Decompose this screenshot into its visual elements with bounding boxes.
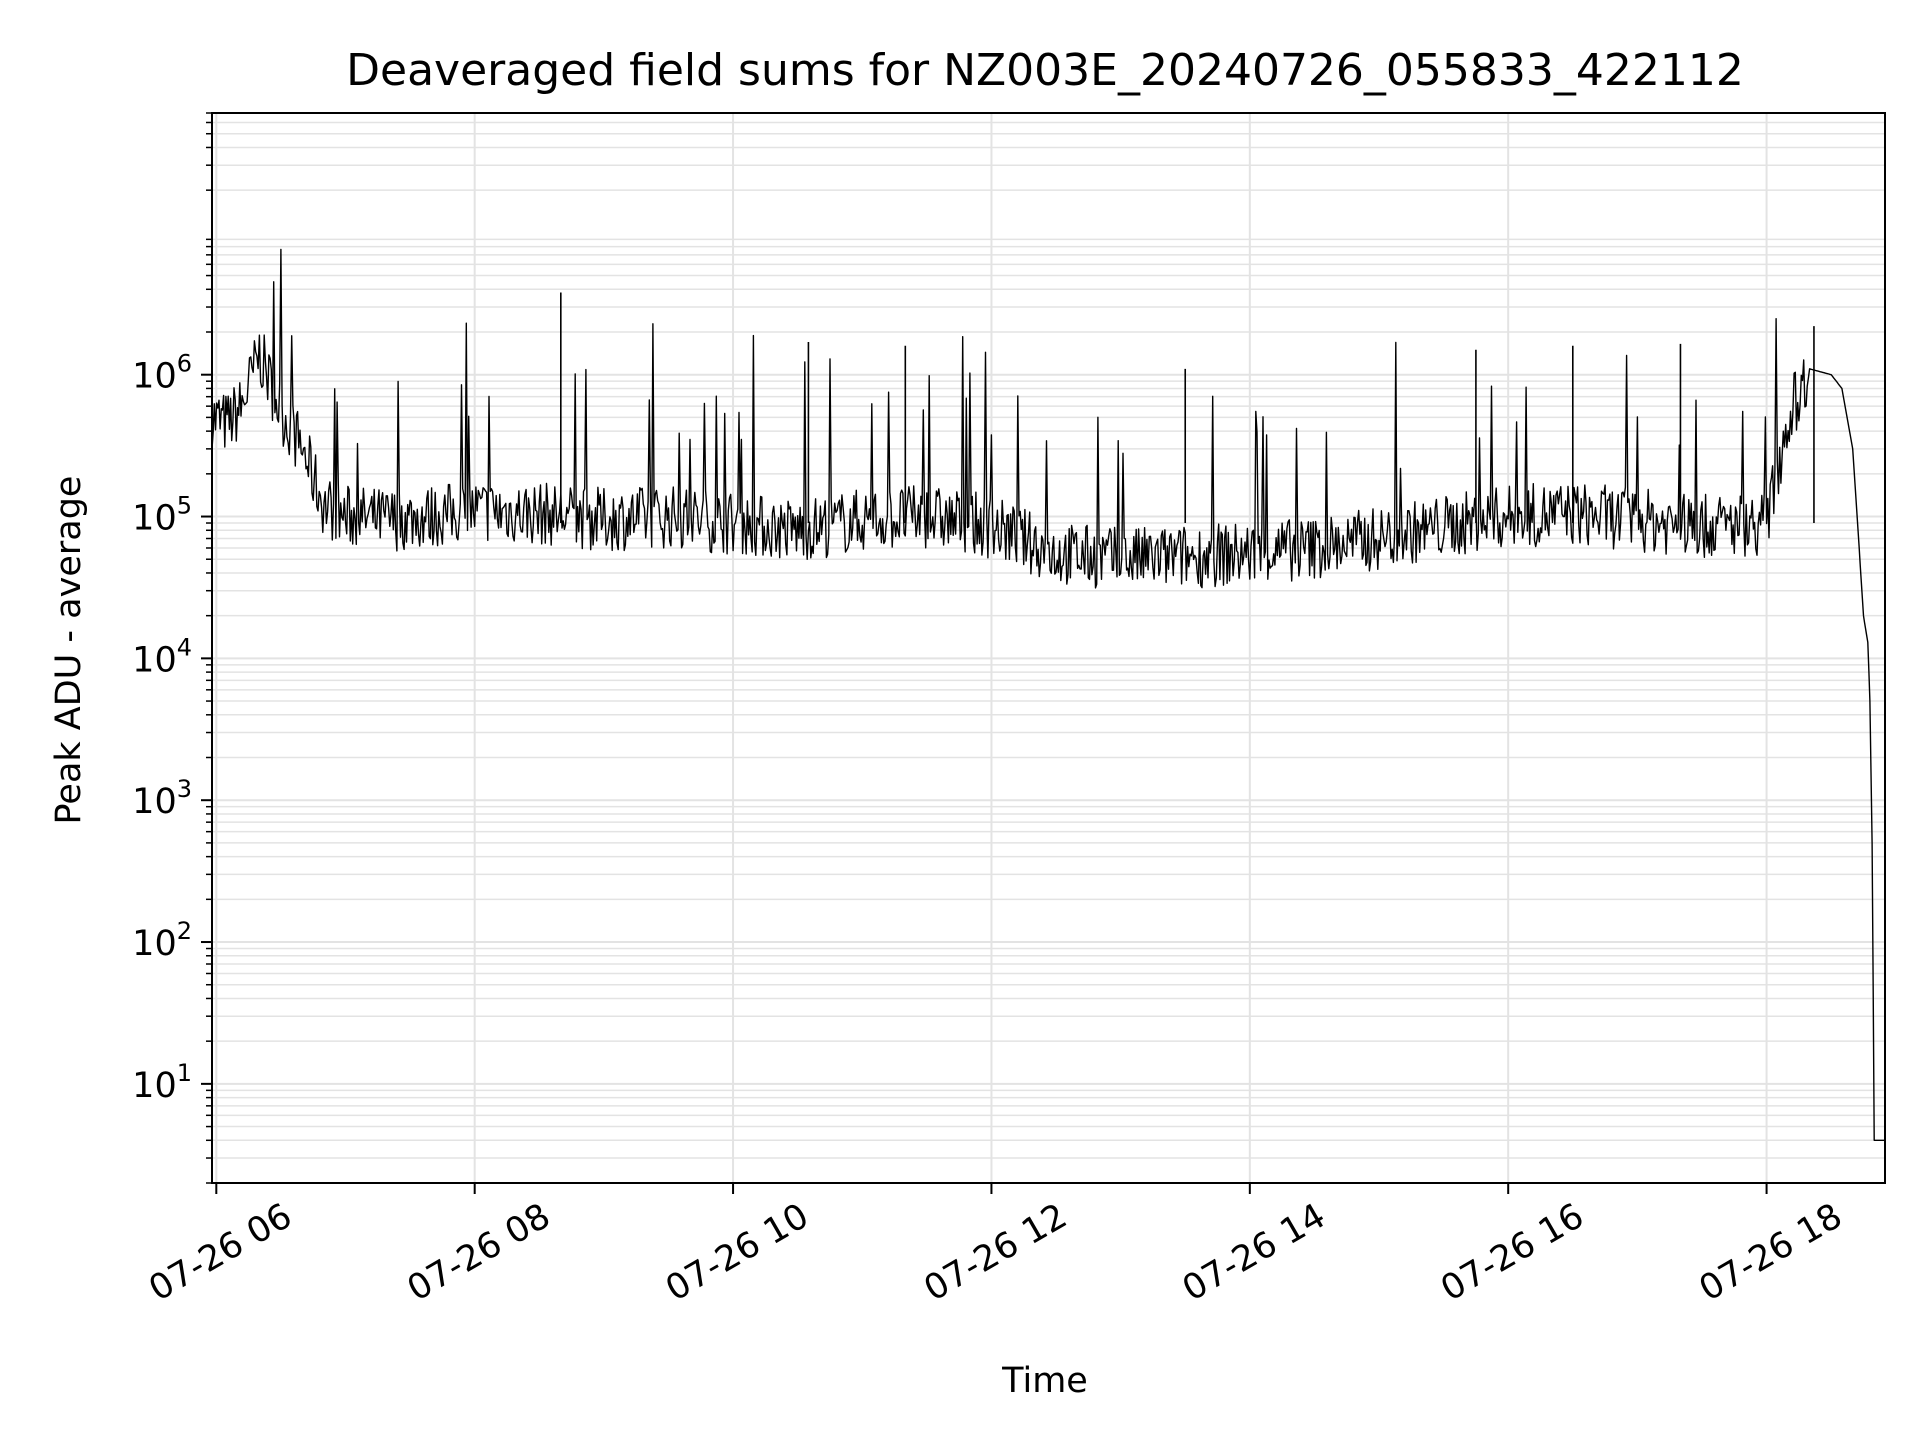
y-axis: 101 102 103 104 105 106	[132, 112, 212, 1184]
y-tick-label: 102	[132, 917, 192, 964]
y-tick-label: 103	[132, 775, 192, 822]
chart-title: Deaveraged field sums for NZ003E_2024072…	[346, 45, 1744, 96]
plot-frame	[211, 112, 1886, 1184]
series-layer	[211, 248, 1885, 1141]
y-tick-label: 105	[132, 492, 192, 539]
y-tick-label: 106	[132, 350, 192, 397]
grid	[212, 112, 1885, 1184]
series-line	[211, 248, 1885, 1141]
y-tick-label: 104	[132, 633, 192, 680]
y-axis-label: Peak ADU - average	[49, 476, 89, 825]
x-axis-label: Time	[1001, 1361, 1088, 1401]
y-tick-label: 101	[132, 1059, 192, 1106]
